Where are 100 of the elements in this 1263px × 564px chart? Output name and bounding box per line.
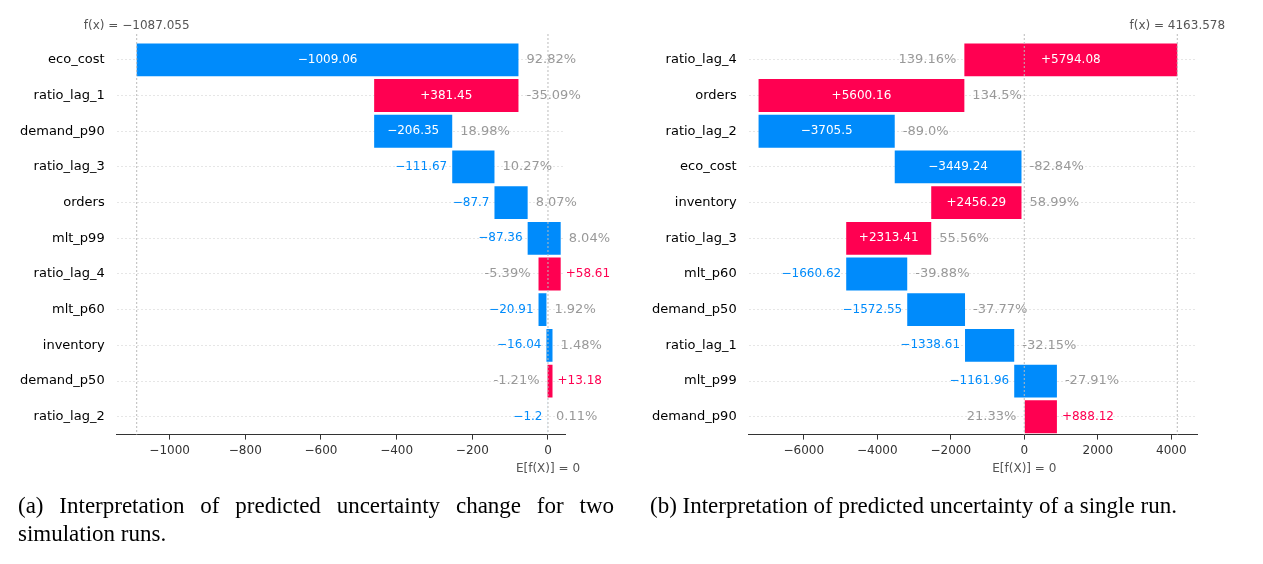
bar [758, 79, 965, 112]
data-label: −3449.24 [928, 159, 988, 174]
annotation: 58.99% [1029, 193, 1080, 209]
x-tick-label: −1000 [149, 442, 190, 457]
annotation: -5.39% [484, 265, 531, 281]
annotation: 18.98% [460, 122, 510, 138]
annotation: -89.0% [902, 122, 949, 138]
annotation: 10.27% [502, 158, 553, 174]
y-tick-label: ratio_lag_4 [33, 265, 105, 281]
bar [894, 150, 1022, 184]
y-tick-label: inventory [42, 336, 105, 352]
y-tick-label: demand_p50 [19, 372, 105, 388]
x-tick-label: 0 [1020, 442, 1029, 457]
y-tick-label: mlt_p99 [51, 229, 105, 245]
annotation: 1.92% [554, 301, 596, 317]
annotation: 92.82% [526, 51, 577, 67]
bar [846, 257, 908, 291]
bar [538, 257, 561, 291]
x-tick-label: −200 [455, 442, 489, 457]
data-label: −1009.06 [297, 51, 358, 66]
bar [374, 114, 453, 148]
data-label: −1660.62 [781, 266, 842, 281]
y-tick-label: ratio_lag_1 [33, 86, 105, 102]
x-tick-label: 4000 [1156, 442, 1187, 457]
y-tick-label: mlt_p60 [51, 301, 105, 317]
bar [758, 114, 895, 148]
data-label: +5794.08 [1040, 51, 1101, 66]
data-label: −87.36 [478, 230, 523, 245]
y-tick-label: mlt_p99 [683, 372, 737, 388]
data-label: −87.7 [452, 194, 490, 209]
y-tick-label: ratio_lag_3 [33, 158, 105, 174]
bar [494, 186, 528, 220]
y-tick-label: demand_p50 [651, 301, 737, 317]
annotation: 0.11% [555, 408, 598, 424]
x-tick-label: −4000 [856, 442, 898, 457]
data-label: −20.91 [489, 301, 534, 316]
ref-line-label: E[f(X)] = 0 [515, 460, 581, 475]
y-tick-label: demand_p90 [19, 122, 105, 138]
bar [1014, 364, 1057, 398]
bar [527, 221, 561, 255]
annotation: -39.88% [915, 265, 970, 281]
y-tick-label: ratio_lag_1 [665, 336, 737, 352]
x-tick-label: −800 [228, 442, 262, 457]
y-tick-label: ratio_lag_2 [33, 408, 105, 424]
data-label: −1338.61 [900, 337, 961, 352]
bar [1024, 400, 1057, 434]
text: (b) Interpretation of predicted uncertainty of a single run. [649, 492, 1178, 520]
annotation: -27.91% [1064, 372, 1120, 388]
y-tick-label: inventory [674, 193, 737, 209]
annotation: 1.48% [560, 336, 602, 352]
bar [931, 186, 1022, 220]
annotation: -82.84% [1029, 158, 1084, 174]
y-tick-label: eco_cost [680, 158, 737, 174]
data-label: −3705.5 [800, 123, 853, 138]
x-tick-label: 0 [544, 442, 552, 457]
y-tick-label: ratio_lag_2 [665, 122, 737, 138]
x-tick-label: 2000 [1082, 442, 1114, 457]
x-tick-label: −6000 [783, 442, 825, 457]
x-tick-label: −2000 [930, 442, 972, 457]
annotation: -32.15% [1022, 336, 1077, 352]
x-tick-label: −400 [380, 442, 414, 457]
annotation: 8.07% [535, 193, 577, 209]
data-label: +888.12 [1061, 408, 1114, 423]
annotation: 8.04% [568, 229, 611, 245]
y-tick-label: mlt_p60 [683, 265, 737, 281]
data-label: +2313.41 [858, 230, 919, 245]
y-tick-label: orders [695, 86, 737, 102]
y-tick-label: ratio_lag_3 [665, 229, 737, 245]
data-label: −206.35 [387, 123, 440, 138]
data-label: −16.04 [497, 337, 542, 352]
annotation: 21.33% [966, 408, 1017, 424]
data-label: +58.61 [565, 266, 611, 281]
bar [907, 293, 966, 327]
y-tick-label: ratio_lag_4 [665, 51, 737, 67]
data-label: +5600.16 [831, 87, 892, 102]
bar [846, 221, 932, 255]
ref-line-label: f(x) = 4163.578 [1129, 18, 1226, 33]
data-label: +2456.29 [946, 194, 1007, 209]
annotation: -37.77% [973, 301, 1028, 317]
y-tick-label: eco_cost [48, 51, 105, 67]
data-label: +13.18 [557, 373, 602, 388]
y-tick-label: orders [63, 193, 105, 209]
bar [374, 79, 519, 112]
y-tick-label: demand_p90 [651, 408, 737, 424]
annotation: 139.16% [898, 51, 957, 67]
ref-line-label: f(x) = −1087.055 [83, 18, 190, 33]
bar [964, 43, 1178, 77]
data-label: −1.2 [513, 408, 543, 423]
ref-line-label: E[f(X)] = 0 [992, 460, 1057, 475]
data-label: +381.45 [420, 87, 473, 102]
bar [965, 328, 1015, 362]
text: (a) Interpretation of predicted uncertainty change for two simulation runs. [17, 492, 615, 548]
annotation: 134.5% [972, 86, 1022, 102]
data-label: −1572.55 [842, 301, 903, 316]
annotation: -1.21% [493, 372, 540, 388]
annotation: 55.56% [939, 229, 989, 245]
x-tick-label: −600 [304, 442, 338, 457]
bar [136, 43, 519, 77]
annotation: -35.09% [526, 86, 581, 102]
data-label: −1161.96 [949, 373, 1010, 388]
